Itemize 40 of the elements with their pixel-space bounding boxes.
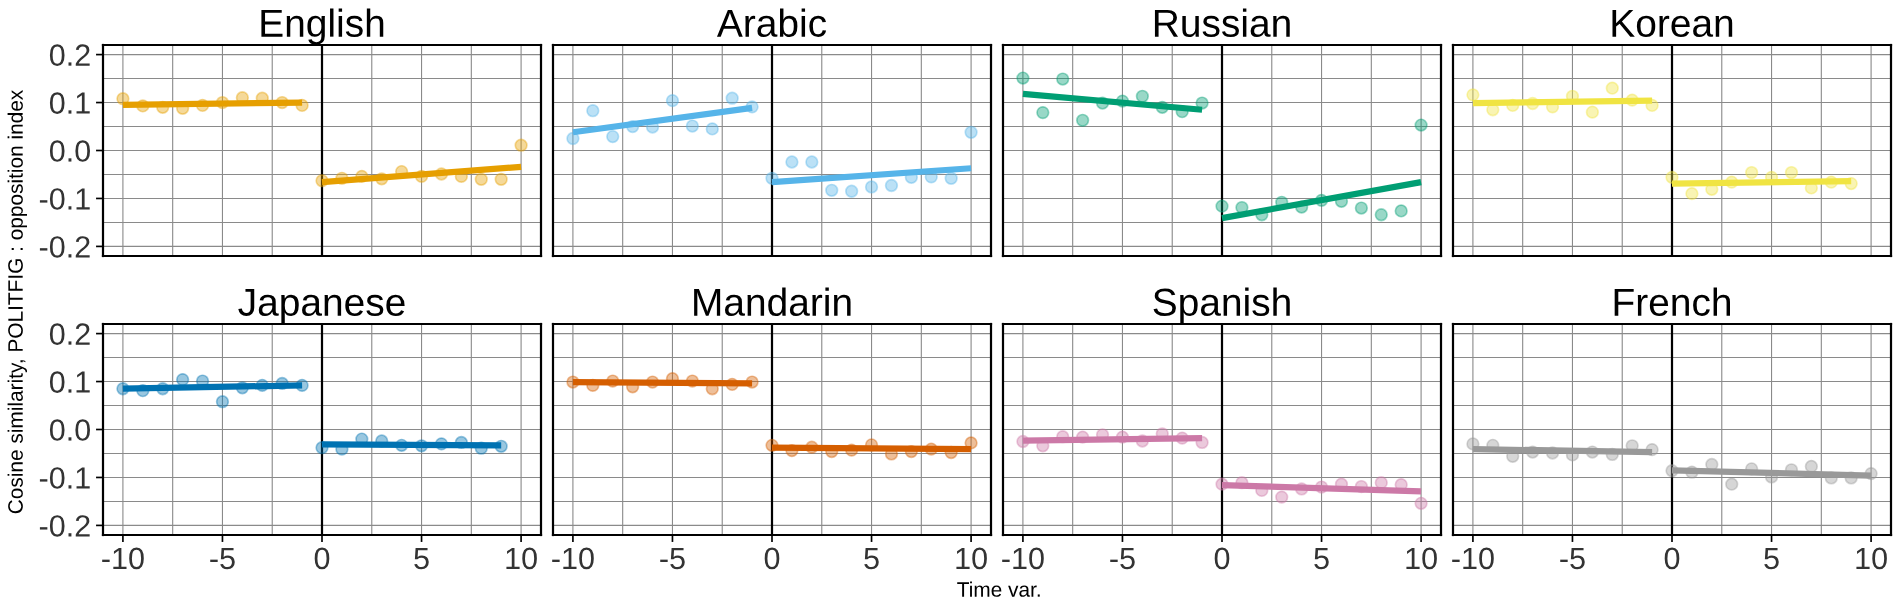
x-tick-label: -10 (552, 547, 594, 570)
x-tick-label: 10 (506, 547, 537, 570)
chart-title: English (261, 8, 384, 45)
x-tick-label: -5 (1110, 547, 1135, 570)
y-tick-label: -0.1 (39, 188, 90, 210)
x-tick-label: 10 (956, 547, 987, 570)
x-tick-label: 10 (1856, 547, 1887, 570)
x-tick-label: -5 (210, 547, 235, 570)
y-tick-label: 0.0 (49, 419, 90, 441)
y-tick-label: 0.0 (49, 140, 90, 162)
y-tick-label: 0.2 (49, 323, 90, 345)
x-tick-label: 5 (864, 547, 879, 570)
chart-title: Spanish (1153, 287, 1290, 324)
chart-title: Japanese (238, 288, 405, 324)
x-tick-label: -5 (1560, 547, 1585, 570)
x-tick-label: 0 (314, 547, 330, 570)
chart-title: Mandarin (694, 287, 851, 317)
x-tick-label: 5 (414, 547, 429, 570)
y-tick-label: 0.2 (49, 44, 90, 66)
y-axis-title: Cosine similarity, POLITFIG : opposition index (7, 89, 27, 514)
chart-title: Korean (1612, 9, 1733, 38)
chart-title: Arabic (716, 8, 827, 38)
x-tick-label: -10 (1002, 547, 1044, 570)
x-tick-label: 5 (1764, 547, 1779, 570)
x-axis-title: Time var. (957, 581, 1040, 597)
x-tick-label: 10 (1406, 547, 1437, 570)
x-tick-label: 5 (1314, 547, 1329, 570)
y-tick-label: -0.2 (39, 515, 90, 537)
y-tick-label: -0.1 (39, 467, 90, 489)
x-tick-label: -10 (102, 547, 144, 570)
x-tick-label: -5 (660, 547, 685, 570)
chart-title: French (1614, 287, 1730, 317)
y-tick-label: 0.1 (49, 92, 90, 114)
chart-title: Russian (1154, 8, 1290, 38)
y-tick-label: 0.1 (49, 371, 90, 393)
y-tick-label: -0.2 (39, 236, 90, 258)
x-tick-label: 0 (1214, 547, 1230, 570)
x-tick-label: 0 (764, 547, 780, 570)
x-tick-label: -10 (1452, 547, 1494, 570)
x-tick-label: 0 (1664, 547, 1680, 570)
